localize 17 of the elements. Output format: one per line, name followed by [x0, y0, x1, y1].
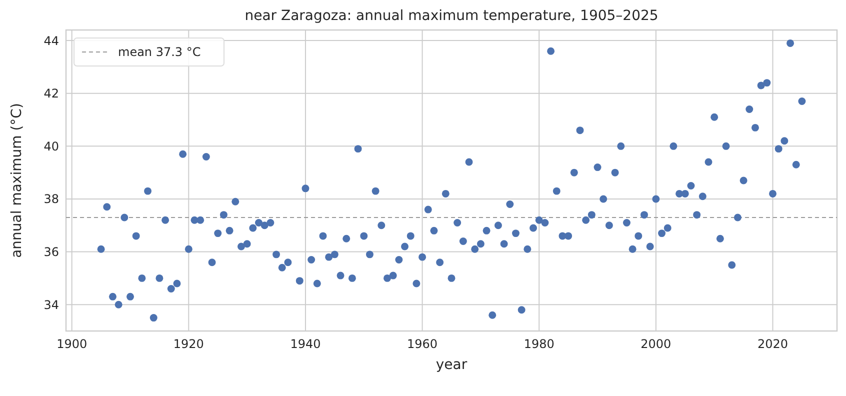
y-tick-label: 42	[44, 86, 59, 101]
x-tick-label: 1920	[173, 337, 204, 351]
x-tick-label: 1900	[56, 337, 88, 351]
x-tick-label: 1960	[407, 337, 438, 351]
chart-title: near Zaragoza: annual maximum temperature, 1905–2025	[244, 8, 658, 24]
y-tick-label: 44	[44, 34, 59, 48]
y-axis-title: annual maximum (°C)	[9, 103, 25, 258]
legend-label: mean 37.3 °C	[118, 45, 201, 60]
y-tick-label: 36	[44, 244, 59, 259]
y-tick-label: 38	[44, 192, 59, 206]
y-tick-label: 40	[44, 139, 59, 154]
x-tick-label: 1980	[524, 337, 554, 351]
x-tick-label: 2000	[640, 337, 672, 351]
x-tick-label: 1940	[290, 337, 321, 351]
x-tick-label: 2020	[757, 337, 788, 351]
x-axis-title: year	[436, 357, 468, 373]
y-tick-label: 34	[44, 298, 59, 312]
